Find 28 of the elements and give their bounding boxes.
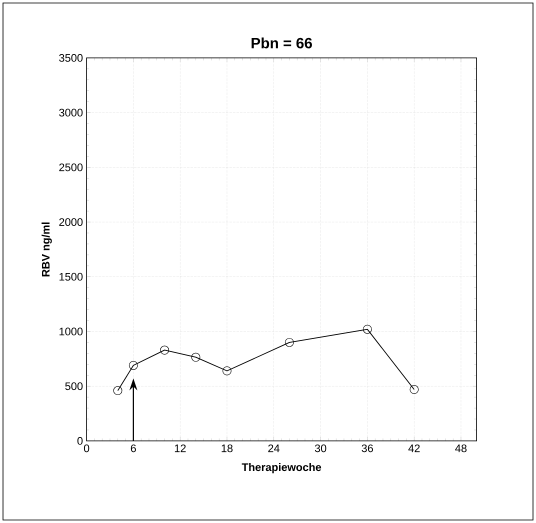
point xyxy=(410,384,419,394)
x-tick-label: 24 xyxy=(268,444,280,452)
y-tick-label: 0 xyxy=(77,437,83,445)
x-tick-label: 12 xyxy=(174,444,186,452)
x-tick-label: 0 xyxy=(84,444,90,452)
point xyxy=(160,346,170,355)
point xyxy=(128,360,138,370)
y-tick-label: 2000 xyxy=(59,218,83,226)
y-tick-label: 3500 xyxy=(59,54,83,62)
point xyxy=(362,324,372,334)
x-tick-label: 30 xyxy=(314,444,326,452)
point xyxy=(113,386,122,396)
y-tick-label: 2500 xyxy=(59,163,83,172)
point xyxy=(222,366,232,376)
y-tick-label: 3000 xyxy=(59,108,83,117)
y-axis-title: RBV ng/ml xyxy=(42,222,52,276)
point xyxy=(191,352,200,362)
y-tick-label: 500 xyxy=(65,382,83,390)
y-tick-label: 1500 xyxy=(60,272,83,281)
x-tick-label: 48 xyxy=(455,444,467,452)
x-tick-label: 36 xyxy=(362,444,373,452)
x-tick-label: 42 xyxy=(408,444,420,452)
point xyxy=(284,338,294,347)
chart-title: Pbn = 66 xyxy=(252,37,312,48)
x-tick-label: 18 xyxy=(222,444,233,452)
x-tick-label: 6 xyxy=(130,444,136,452)
x-axis-title: Therapiewoche xyxy=(242,463,322,474)
y-tick-label: 1000 xyxy=(60,328,83,336)
